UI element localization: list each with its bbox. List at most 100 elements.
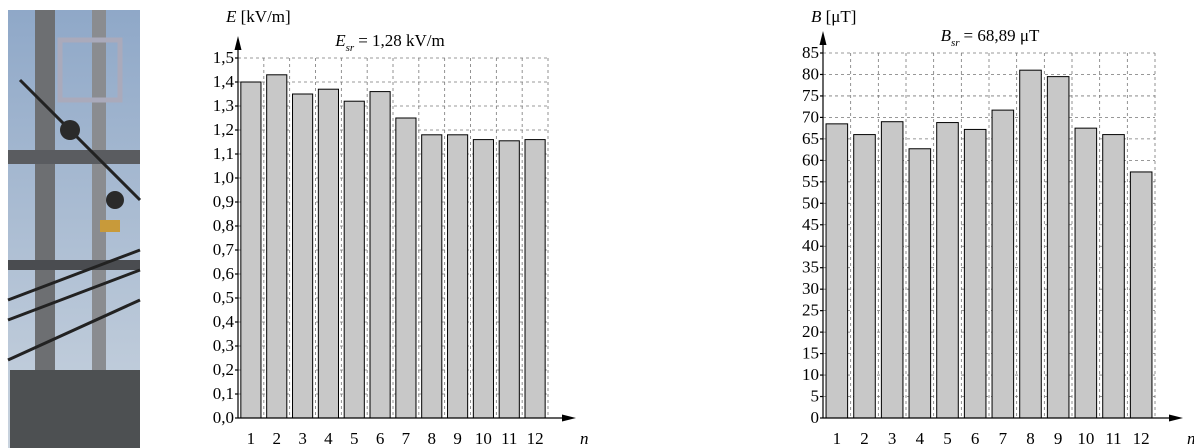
bar	[825, 123, 849, 419]
x-tick-label: 3	[888, 429, 897, 448]
bar	[524, 139, 546, 419]
x-tick-label: 1	[247, 429, 256, 448]
x-tick-label: 5	[350, 429, 359, 448]
x-tick-label: 10	[475, 429, 492, 448]
x-tick-label: 4	[916, 429, 925, 448]
x-tick-label: 9	[453, 429, 462, 448]
y-tick-label: 70	[802, 107, 819, 126]
y-tick-label: 1,3	[213, 96, 234, 115]
bar	[1074, 127, 1098, 419]
y-tick-label: 1,1	[213, 144, 234, 163]
x-tick-label: 11	[501, 429, 517, 448]
y-tick-label: 50	[802, 193, 819, 212]
bar	[240, 81, 262, 419]
y-tick-label: 25	[802, 301, 819, 320]
x-tick-label: 1	[833, 429, 842, 448]
x-axis-label: n	[580, 429, 589, 448]
x-tick-label: 12	[527, 429, 544, 448]
y-tick-label: 20	[802, 322, 819, 341]
x-arrow	[562, 414, 576, 422]
bar	[1019, 69, 1042, 419]
annotation-subscript: sr	[346, 42, 355, 54]
bar	[395, 117, 417, 419]
x-tick-label: 11	[1105, 429, 1121, 448]
y-tick-label: 0,2	[213, 360, 234, 379]
y-tick-label: 0,0	[213, 408, 234, 427]
y-tick-label: 0,6	[213, 264, 234, 283]
y-tick-label: 10	[802, 365, 819, 384]
bar	[963, 128, 987, 419]
bar	[1102, 134, 1125, 419]
annotation-subscript: sr	[951, 37, 960, 49]
x-tick-label: 8	[428, 429, 437, 448]
y-tick-label: 0,5	[213, 288, 234, 307]
bar	[343, 100, 365, 419]
x-tick-label: 2	[273, 429, 282, 448]
y-tick-label: 45	[802, 215, 819, 234]
y-tick-label: 0,9	[213, 192, 234, 211]
bar	[1046, 76, 1070, 419]
bar	[292, 93, 314, 419]
bar	[936, 122, 959, 419]
y-tick-label: 1,2	[213, 120, 234, 139]
y-tick-label: 1,4	[213, 72, 235, 91]
y-tick-label: 0,1	[213, 384, 234, 403]
y-axis-label: E [kV/m]	[225, 7, 291, 26]
y-tick-label: 40	[802, 236, 819, 255]
y-tick-label: 15	[802, 344, 819, 363]
bar	[266, 74, 288, 419]
y-tick-label: 85	[802, 43, 819, 62]
bar	[1129, 171, 1153, 419]
x-arrow	[1169, 414, 1183, 422]
bar	[853, 134, 876, 419]
y-tick-label: 0,7	[213, 240, 235, 259]
x-tick-label: 5	[943, 429, 952, 448]
annotation-text: = 1,28 kV/m	[358, 31, 445, 50]
y-tick-label: 0	[811, 408, 820, 427]
y-tick-label: 1,0	[213, 168, 234, 187]
bar	[421, 134, 443, 419]
annotation-symbol: B	[941, 26, 952, 45]
y-tick-label: 30	[802, 279, 819, 298]
y-tick-label: 65	[802, 129, 819, 148]
y-tick-label: 1,5	[213, 48, 234, 67]
x-tick-label: 7	[999, 429, 1008, 448]
y-tick-label: 75	[802, 86, 819, 105]
x-tick-label: 12	[1133, 429, 1150, 448]
y-tick-label: 5	[811, 387, 820, 406]
x-tick-label: 4	[324, 429, 333, 448]
charts: 0,0 0,1 0,2 0,3 0,4 0,5 0,6 0,7 0,8 0,9 1,0 1,1 1,2 1…	[213, 7, 1194, 448]
x-tick-label: 8	[1026, 429, 1035, 448]
y-label-unit: [kV/m]	[241, 7, 291, 26]
y-label-symbol: E	[225, 7, 237, 26]
y-arrow	[819, 31, 827, 45]
bar	[908, 148, 932, 419]
y-arrow	[234, 36, 242, 50]
y-tick-label: 80	[802, 64, 819, 83]
y-label-unit: [μT]	[826, 7, 857, 26]
x-tick-label: 3	[298, 429, 307, 448]
annotation: Bsr = 68,89 μT	[941, 26, 1040, 49]
bar	[472, 139, 494, 419]
y-tick-label: 0,3	[213, 336, 234, 355]
bar	[447, 134, 469, 419]
annotation-symbol: E	[334, 31, 346, 50]
bar	[317, 88, 339, 419]
y-tick-label: 35	[802, 258, 819, 277]
y-tick-label: 0,4	[213, 312, 235, 331]
annotation: Esr = 1,28 kV/m	[334, 31, 445, 54]
y-label-symbol: B	[811, 7, 822, 26]
y-tick-label: 55	[802, 172, 819, 191]
x-tick-label: 2	[860, 429, 869, 448]
bar	[991, 109, 1015, 419]
x-tick-label: 6	[971, 429, 980, 448]
y-tick-label: 0,8	[213, 216, 234, 235]
bar	[369, 91, 391, 419]
bar	[880, 121, 904, 419]
x-tick-label: 6	[376, 429, 385, 448]
bar	[498, 140, 520, 419]
x-tick-label: 10	[1077, 429, 1094, 448]
x-tick-label: 7	[402, 429, 411, 448]
